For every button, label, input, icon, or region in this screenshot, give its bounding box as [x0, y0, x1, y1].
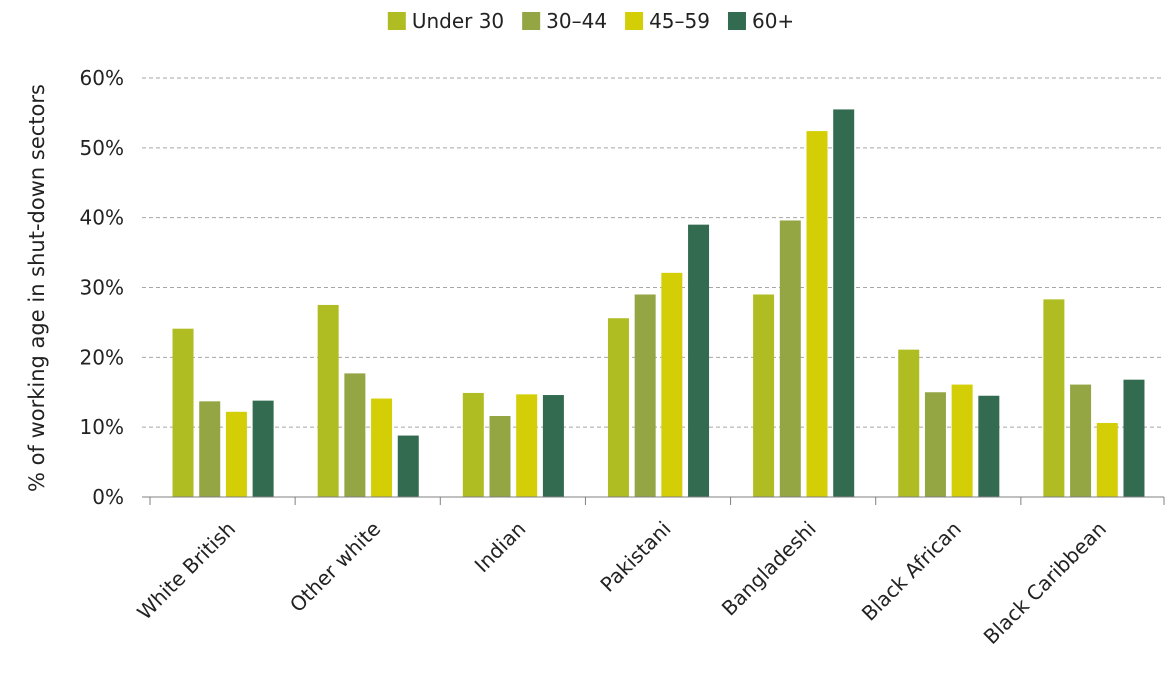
bar [833, 109, 855, 498]
bar [753, 294, 775, 497]
legend-swatch [387, 12, 406, 30]
bar [489, 415, 511, 497]
x-category-label: Black African [857, 517, 966, 626]
bar [924, 392, 946, 497]
bar [199, 401, 221, 497]
bar [252, 400, 274, 497]
bar [806, 131, 828, 497]
bar [1123, 379, 1145, 497]
y-tick-label: 30% [80, 276, 124, 300]
x-category-label: Indian [470, 517, 531, 578]
bar [225, 411, 247, 497]
y-axis-ticks: 0% 10% 20% 30% 40% 50% 60% [80, 66, 124, 509]
y-axis-title: % of working age in shut-down sectors [25, 84, 49, 492]
bar [978, 395, 1000, 497]
bar [516, 394, 538, 497]
bar [462, 392, 484, 497]
legend-label: Under 30 [412, 9, 504, 33]
y-tick-label: 20% [80, 345, 124, 369]
legend-swatch [727, 12, 746, 30]
bar [634, 294, 656, 497]
legend: Under 30 30–44 45–59 60+ [387, 9, 794, 33]
x-category-label: Bangladeshi [717, 517, 821, 621]
bar [951, 384, 973, 497]
bar [898, 349, 920, 497]
x-category-label: White British [132, 517, 240, 625]
legend-swatch [522, 12, 541, 30]
x-category-label: Other white [285, 517, 385, 617]
y-tick-label: 10% [80, 415, 124, 439]
legend-swatch [625, 12, 644, 30]
x-category-label: Black Caribbean [979, 517, 1111, 649]
bar [1096, 422, 1118, 497]
bar [397, 435, 419, 497]
y-tick-label: 0% [92, 485, 124, 509]
bars [172, 109, 1145, 498]
x-axis: White British Other white Indian Pakistani B… [132, 496, 1165, 649]
y-tick-label: 60% [80, 66, 124, 90]
x-category-label: Pakistani [595, 517, 675, 597]
bar [371, 398, 393, 497]
bar [1043, 299, 1065, 497]
legend-label: 60+ [752, 9, 794, 33]
bar [779, 220, 801, 497]
y-tick-label: 50% [80, 136, 124, 160]
bar [688, 224, 710, 497]
y-tick-label: 40% [80, 206, 124, 230]
bar [172, 328, 194, 497]
bar [607, 318, 629, 497]
bar [542, 395, 564, 497]
bar [1070, 384, 1092, 497]
legend-label: 45–59 [649, 9, 710, 33]
legend-label: 30–44 [546, 9, 607, 33]
bar [344, 373, 366, 497]
bar [661, 272, 683, 497]
bar [317, 304, 339, 497]
